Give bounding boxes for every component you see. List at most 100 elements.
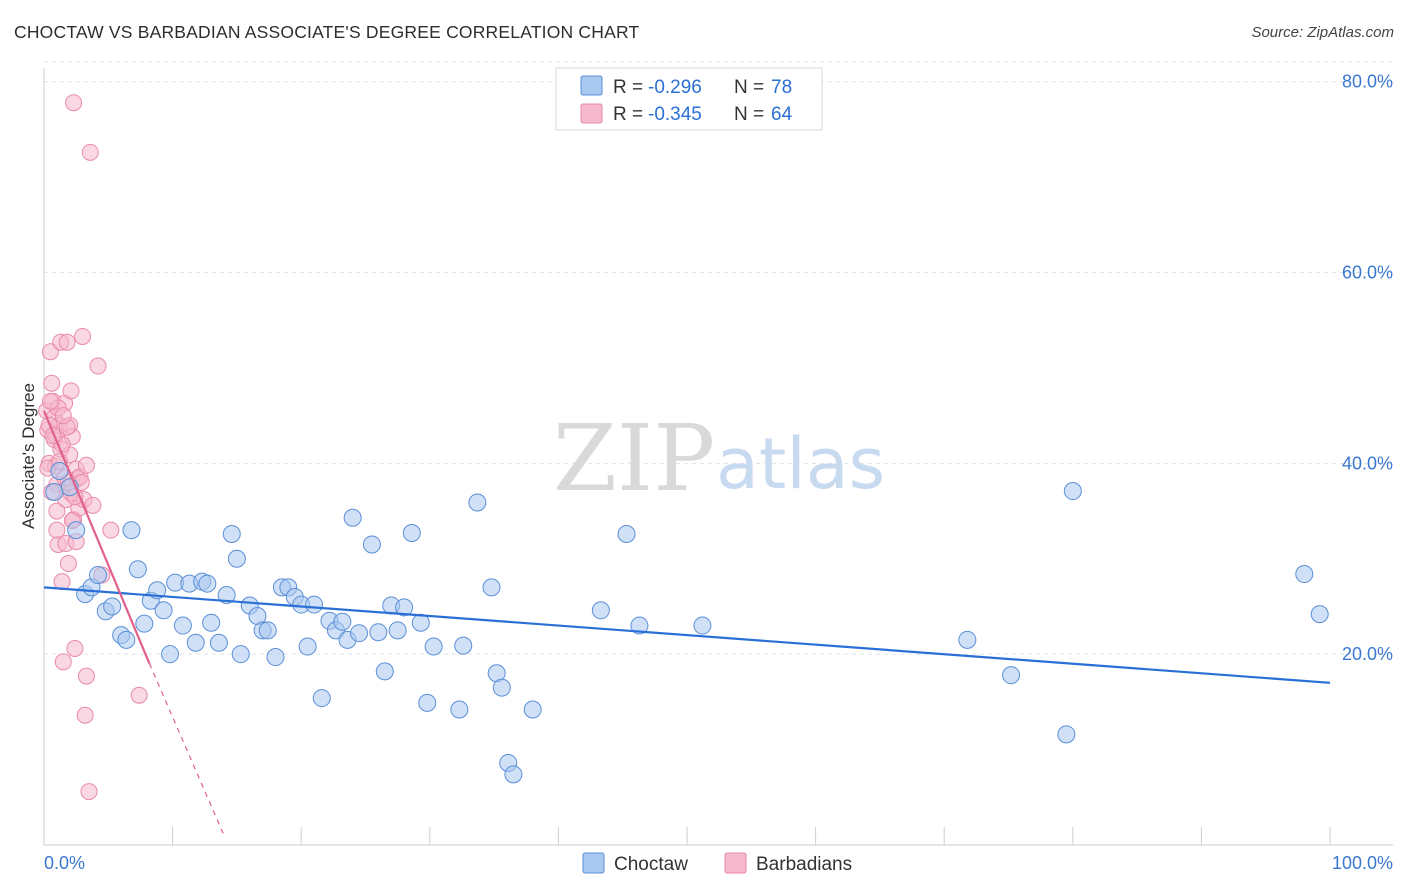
barbadians-point (102, 521, 120, 539)
legend-choctaw-n-label: N = (734, 77, 764, 98)
y-tick-label-40: 40.0% (1342, 453, 1393, 473)
choctaw-point (1057, 725, 1076, 744)
barbadians-point (84, 496, 102, 514)
choctaw-point (231, 645, 250, 664)
barbadians-points (38, 94, 148, 801)
choctaw-point (402, 524, 421, 543)
choctaw-point (305, 595, 324, 614)
choctaw-trend-line (43, 586, 1331, 684)
choctaw-point (298, 637, 317, 656)
legend-barbadians-n-value: 64 (771, 104, 793, 125)
legend-choctaw-n-value: 78 (771, 77, 792, 98)
choctaw-point (103, 597, 122, 616)
choctaw-point (117, 630, 136, 649)
legend-bottom-barbadians-swatch (724, 852, 747, 874)
x-tick-label-min: 0.0% (44, 853, 85, 873)
chart-title: CHOCTAW VS BARBADIAN ASSOCIATE'S DEGREE … (14, 22, 640, 42)
choctaw-point (523, 700, 542, 719)
choctaw-point (161, 645, 180, 664)
barbadians-point (59, 555, 77, 573)
choctaw-point (958, 630, 977, 649)
choctaw-point (375, 662, 394, 681)
choctaw-point (50, 462, 69, 480)
choctaw-point (1063, 482, 1082, 501)
watermark-atlas: atlas (716, 423, 885, 505)
tick-labels: 20.0% 40.0% 60.0% 80.0% 0.0% 100.0% (44, 72, 1393, 873)
choctaw-point (369, 623, 388, 642)
choctaw-point (418, 693, 437, 712)
barbadians-point (48, 521, 66, 539)
barbadians-point (62, 382, 80, 400)
barbadians-point (54, 653, 72, 671)
legend-bottom-choctaw-swatch (582, 852, 605, 874)
legend-bottom-barbadians-label: Barbadians (756, 854, 852, 875)
legend-top: R = -0.296 N = 78 R = -0.345 N = 64 (555, 67, 823, 131)
barbadians-point (65, 94, 83, 112)
choctaw-point (258, 621, 277, 640)
choctaw-points (45, 462, 1329, 784)
barbadians-point (58, 333, 76, 351)
choctaw-point (617, 524, 636, 543)
choctaw-point (591, 601, 610, 620)
y-tick-label-60: 60.0% (1342, 263, 1393, 283)
choctaw-point (424, 637, 443, 656)
choctaw-point (454, 636, 473, 655)
choctaw-point (450, 700, 469, 719)
choctaw-point (468, 493, 487, 512)
barbadians-point (80, 783, 98, 801)
legend-barbadians-r-label: R = (613, 104, 643, 125)
barbadians-point (54, 407, 72, 425)
choctaw-point (173, 616, 192, 635)
barbadians-point (89, 357, 107, 375)
legend-choctaw-r-label: R = (613, 77, 643, 98)
choctaw-point (45, 482, 64, 501)
choctaw-point (343, 508, 362, 527)
choctaw-point (128, 560, 147, 579)
legend-choctaw-r-value: -0.296 (648, 77, 702, 98)
choctaw-point (333, 612, 352, 631)
choctaw-point (395, 598, 414, 617)
choctaw-point (154, 601, 173, 620)
choctaw-point (122, 521, 141, 540)
barbadians-trend-line (42, 410, 151, 665)
barbadians-point (76, 706, 94, 724)
barbadians-point (43, 374, 61, 392)
choctaw-point (209, 633, 228, 652)
x-tick-label-max: 100.0% (1332, 853, 1393, 873)
legend-bottom: Choctaw Barbadians (582, 852, 852, 875)
barbadians-point (130, 686, 148, 704)
choctaw-point (222, 524, 241, 543)
barbadians-point (81, 143, 99, 161)
choctaw-point (312, 689, 331, 708)
barbadians-point (77, 667, 95, 685)
y-tick-label-80: 80.0% (1342, 72, 1393, 92)
choctaw-point (1310, 605, 1329, 624)
legend-barbadians-r-value: -0.345 (648, 104, 702, 125)
barbadians-point (74, 327, 92, 345)
choctaw-point (411, 613, 430, 632)
y-tick-label-20: 20.0% (1342, 644, 1393, 664)
source-label: Source: ZipAtlas.com (1251, 24, 1394, 41)
barbadians-point (48, 502, 66, 520)
barbadians-trend-extension (148, 663, 225, 836)
choctaw-point (362, 535, 381, 554)
y-axis-label: Associate's Degree (19, 383, 38, 529)
barbadians-point (66, 639, 84, 657)
trend-lines (42, 410, 1331, 836)
watermark-zip: ZIP (553, 405, 715, 512)
choctaw-point (227, 549, 246, 568)
choctaw-point (186, 633, 205, 652)
choctaw-point (1002, 666, 1021, 685)
choctaw-point (388, 621, 407, 640)
choctaw-point (1295, 565, 1314, 584)
barbadians-point (41, 392, 59, 410)
choctaw-point (630, 616, 649, 635)
choctaw-point (350, 624, 369, 643)
grid-layer (44, 61, 1393, 655)
watermark: ZIP atlas (553, 405, 885, 512)
choctaw-point (135, 614, 154, 633)
choctaw-point (266, 648, 285, 667)
choctaw-point (198, 574, 217, 593)
choctaw-point (217, 586, 236, 605)
